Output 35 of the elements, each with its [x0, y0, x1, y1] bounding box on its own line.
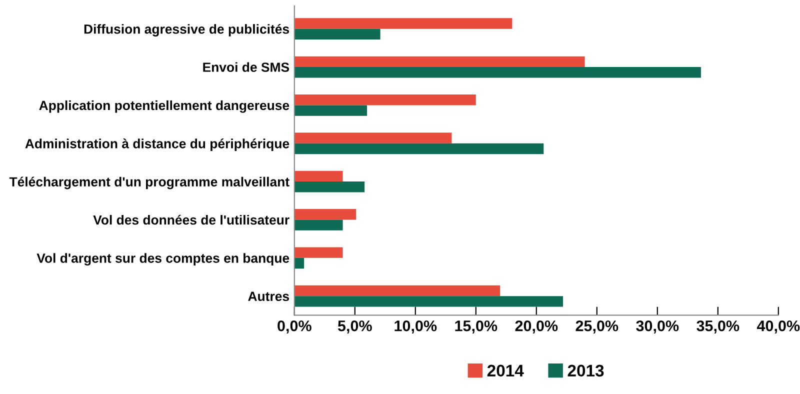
bar [294, 220, 343, 230]
x-tick-label: 30,0% [636, 320, 679, 334]
legend-label: 2013 [568, 364, 604, 377]
x-tick-label: 0,0% [278, 320, 312, 334]
bar [294, 209, 356, 220]
bar [294, 56, 585, 68]
y-tick-label: Application potentiellement dangereuse [39, 100, 290, 113]
bar [294, 28, 380, 40]
y-tick-label: Envoi de SMS [203, 62, 290, 72]
x-tick-label: 25,0% [576, 320, 618, 334]
bar [294, 67, 701, 78]
bar [294, 170, 343, 182]
bar [294, 258, 304, 269]
y-tick-label: Autres [248, 292, 289, 302]
y-tick-label: Vol des données de l'utilisateur [93, 214, 290, 225]
x-tick-label: 40,0% [756, 320, 800, 334]
x-tick-label: 20,0% [515, 320, 558, 334]
bar [294, 132, 452, 144]
bar [294, 296, 564, 307]
bar [294, 105, 367, 116]
bar [294, 94, 476, 106]
bar [294, 143, 544, 154]
y-tick-label: Vol d'argent sur des comptes en banque [36, 253, 290, 266]
y-tick-label: Diffusion agressive de publicités [84, 24, 290, 36]
bar [294, 247, 343, 258]
bar [294, 182, 365, 192]
x-tick-label: 5,0% [338, 320, 372, 334]
y-tick-label: Téléchargement d'un programme malveillant [9, 176, 290, 190]
y-tick-label: Administration à distance du périphérique [25, 138, 290, 151]
x-tick-label: 10,0% [394, 320, 437, 334]
x-tick-label: 15,0% [455, 320, 498, 334]
bar [294, 18, 512, 29]
legend-label: 2014 [487, 364, 524, 377]
x-tick-label: 35,0% [696, 320, 740, 334]
bar [294, 285, 500, 296]
